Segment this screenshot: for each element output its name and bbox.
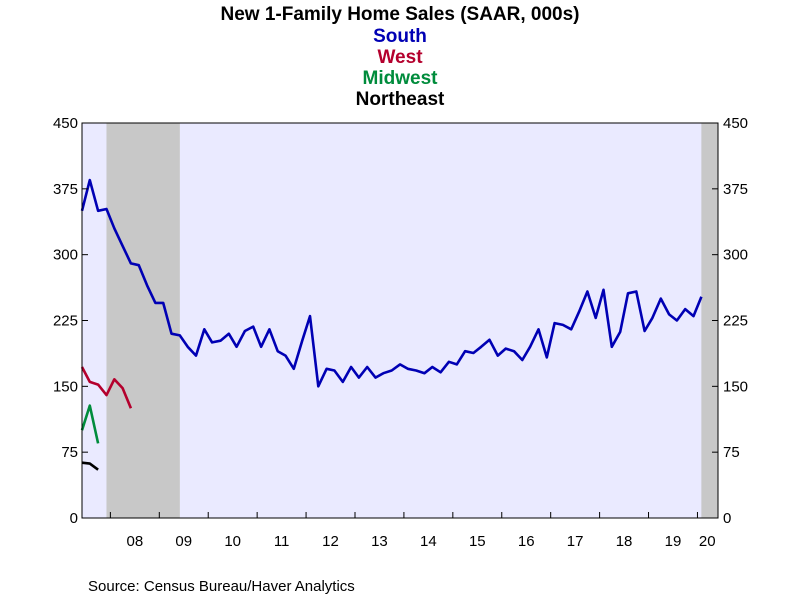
legend-entry-0: South xyxy=(373,26,427,47)
y-tick-label-right: 75 xyxy=(723,444,740,461)
series-lines xyxy=(80,178,703,471)
x-tick-label: 17 xyxy=(567,533,584,550)
y-tick-label-left: 225 xyxy=(53,313,78,330)
legend-entry-2: Midwest xyxy=(363,68,439,89)
series-line-west xyxy=(80,366,133,409)
series-line-south xyxy=(80,178,703,388)
y-tick-label-right: 225 xyxy=(723,313,748,330)
y-tick-label-left: 150 xyxy=(53,378,78,395)
y-tick-label-right: 450 xyxy=(723,115,748,132)
plot-area xyxy=(82,123,718,518)
x-tick-label: 16 xyxy=(518,533,535,550)
y-tick-label-left: 0 xyxy=(70,510,78,527)
series-line-midwest xyxy=(80,404,100,444)
x-tick-label: 14 xyxy=(420,533,437,550)
y-tick-label-right: 0 xyxy=(723,510,731,527)
x-tick-label: 13 xyxy=(371,533,388,550)
chart-title: New 1-Family Home Sales (SAAR, 000s) xyxy=(220,4,579,25)
y-tick-label-left: 300 xyxy=(53,247,78,264)
y-tick-label-right: 150 xyxy=(723,378,748,395)
x-tick-label: 11 xyxy=(274,533,290,550)
y-tick-label-right: 300 xyxy=(723,247,748,264)
recession-band xyxy=(701,123,718,518)
x-tick-label: 20 xyxy=(699,533,716,550)
y-tick-label-right: 375 xyxy=(723,181,748,198)
source-note: Source: Census Bureau/Haver Analytics xyxy=(88,578,355,595)
axes: 0 0 75 75 150 150 225 225 300 300 375 375 450 450 08 09… xyxy=(53,115,748,550)
legend-entry-3: Northeast xyxy=(356,89,445,110)
y-tick-label-left: 75 xyxy=(61,444,78,461)
x-tick-label: 09 xyxy=(175,533,192,550)
x-tick-label: 08 xyxy=(126,533,143,550)
series-line-northeast xyxy=(81,461,99,471)
x-tick-label: 12 xyxy=(322,533,339,550)
y-tick-label-left: 450 xyxy=(53,115,78,132)
x-tick-label: 19 xyxy=(665,533,682,550)
x-tick-label: 18 xyxy=(616,533,633,550)
legend-entry-1: West xyxy=(377,47,423,68)
y-tick-label-left: 375 xyxy=(53,181,78,198)
x-tick-label: 15 xyxy=(469,533,486,550)
x-tick-label: 10 xyxy=(224,533,241,550)
